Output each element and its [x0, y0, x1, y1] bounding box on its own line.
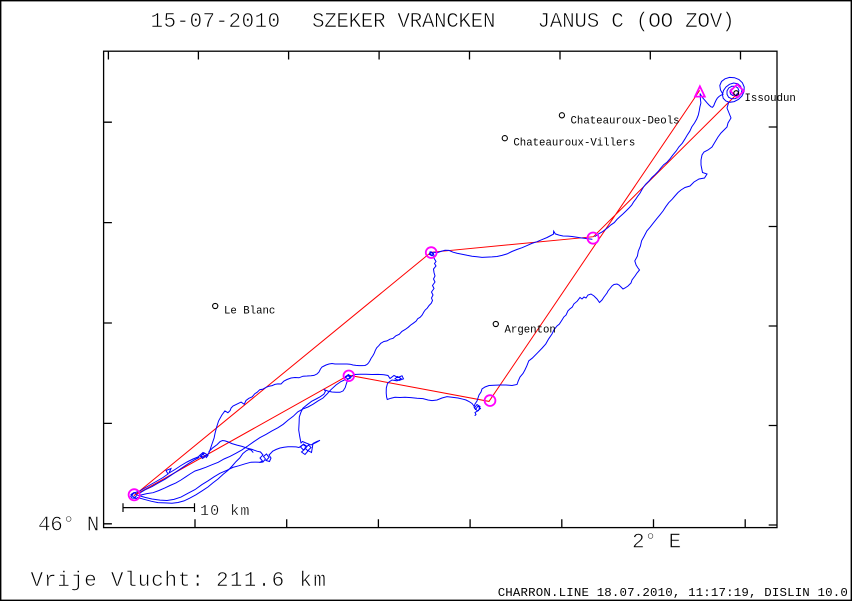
svg-text:SZEKER VRANCKEN: SZEKER VRANCKEN [312, 11, 495, 34]
svg-text:CHARRON.LINE 18.07.2010, 11:17: CHARRON.LINE 18.07.2010, 11:17:19, DISLI… [498, 586, 848, 600]
svg-text:Argenton: Argenton [505, 325, 556, 337]
svg-text:10 km: 10 km [200, 503, 251, 520]
svg-text:JANUS C (OO ZOV): JANUS C (OO ZOV) [538, 11, 735, 34]
svg-text:Le Blanc: Le Blanc [224, 306, 275, 318]
svg-text:Vrije Vlucht:: Vrije Vlucht: [31, 570, 205, 593]
svg-text:Chateauroux-Deols: Chateauroux-Deols [571, 115, 680, 127]
svg-text:2° E: 2° E [632, 532, 681, 555]
svg-text:Issoudun: Issoudun [745, 93, 796, 105]
svg-text:46° N: 46° N [38, 515, 99, 538]
svg-text:Chateauroux-Villers: Chateauroux-Villers [513, 138, 635, 150]
svg-text:15-07-2010: 15-07-2010 [151, 11, 281, 34]
svg-text:211.6 km: 211.6 km [216, 570, 327, 593]
